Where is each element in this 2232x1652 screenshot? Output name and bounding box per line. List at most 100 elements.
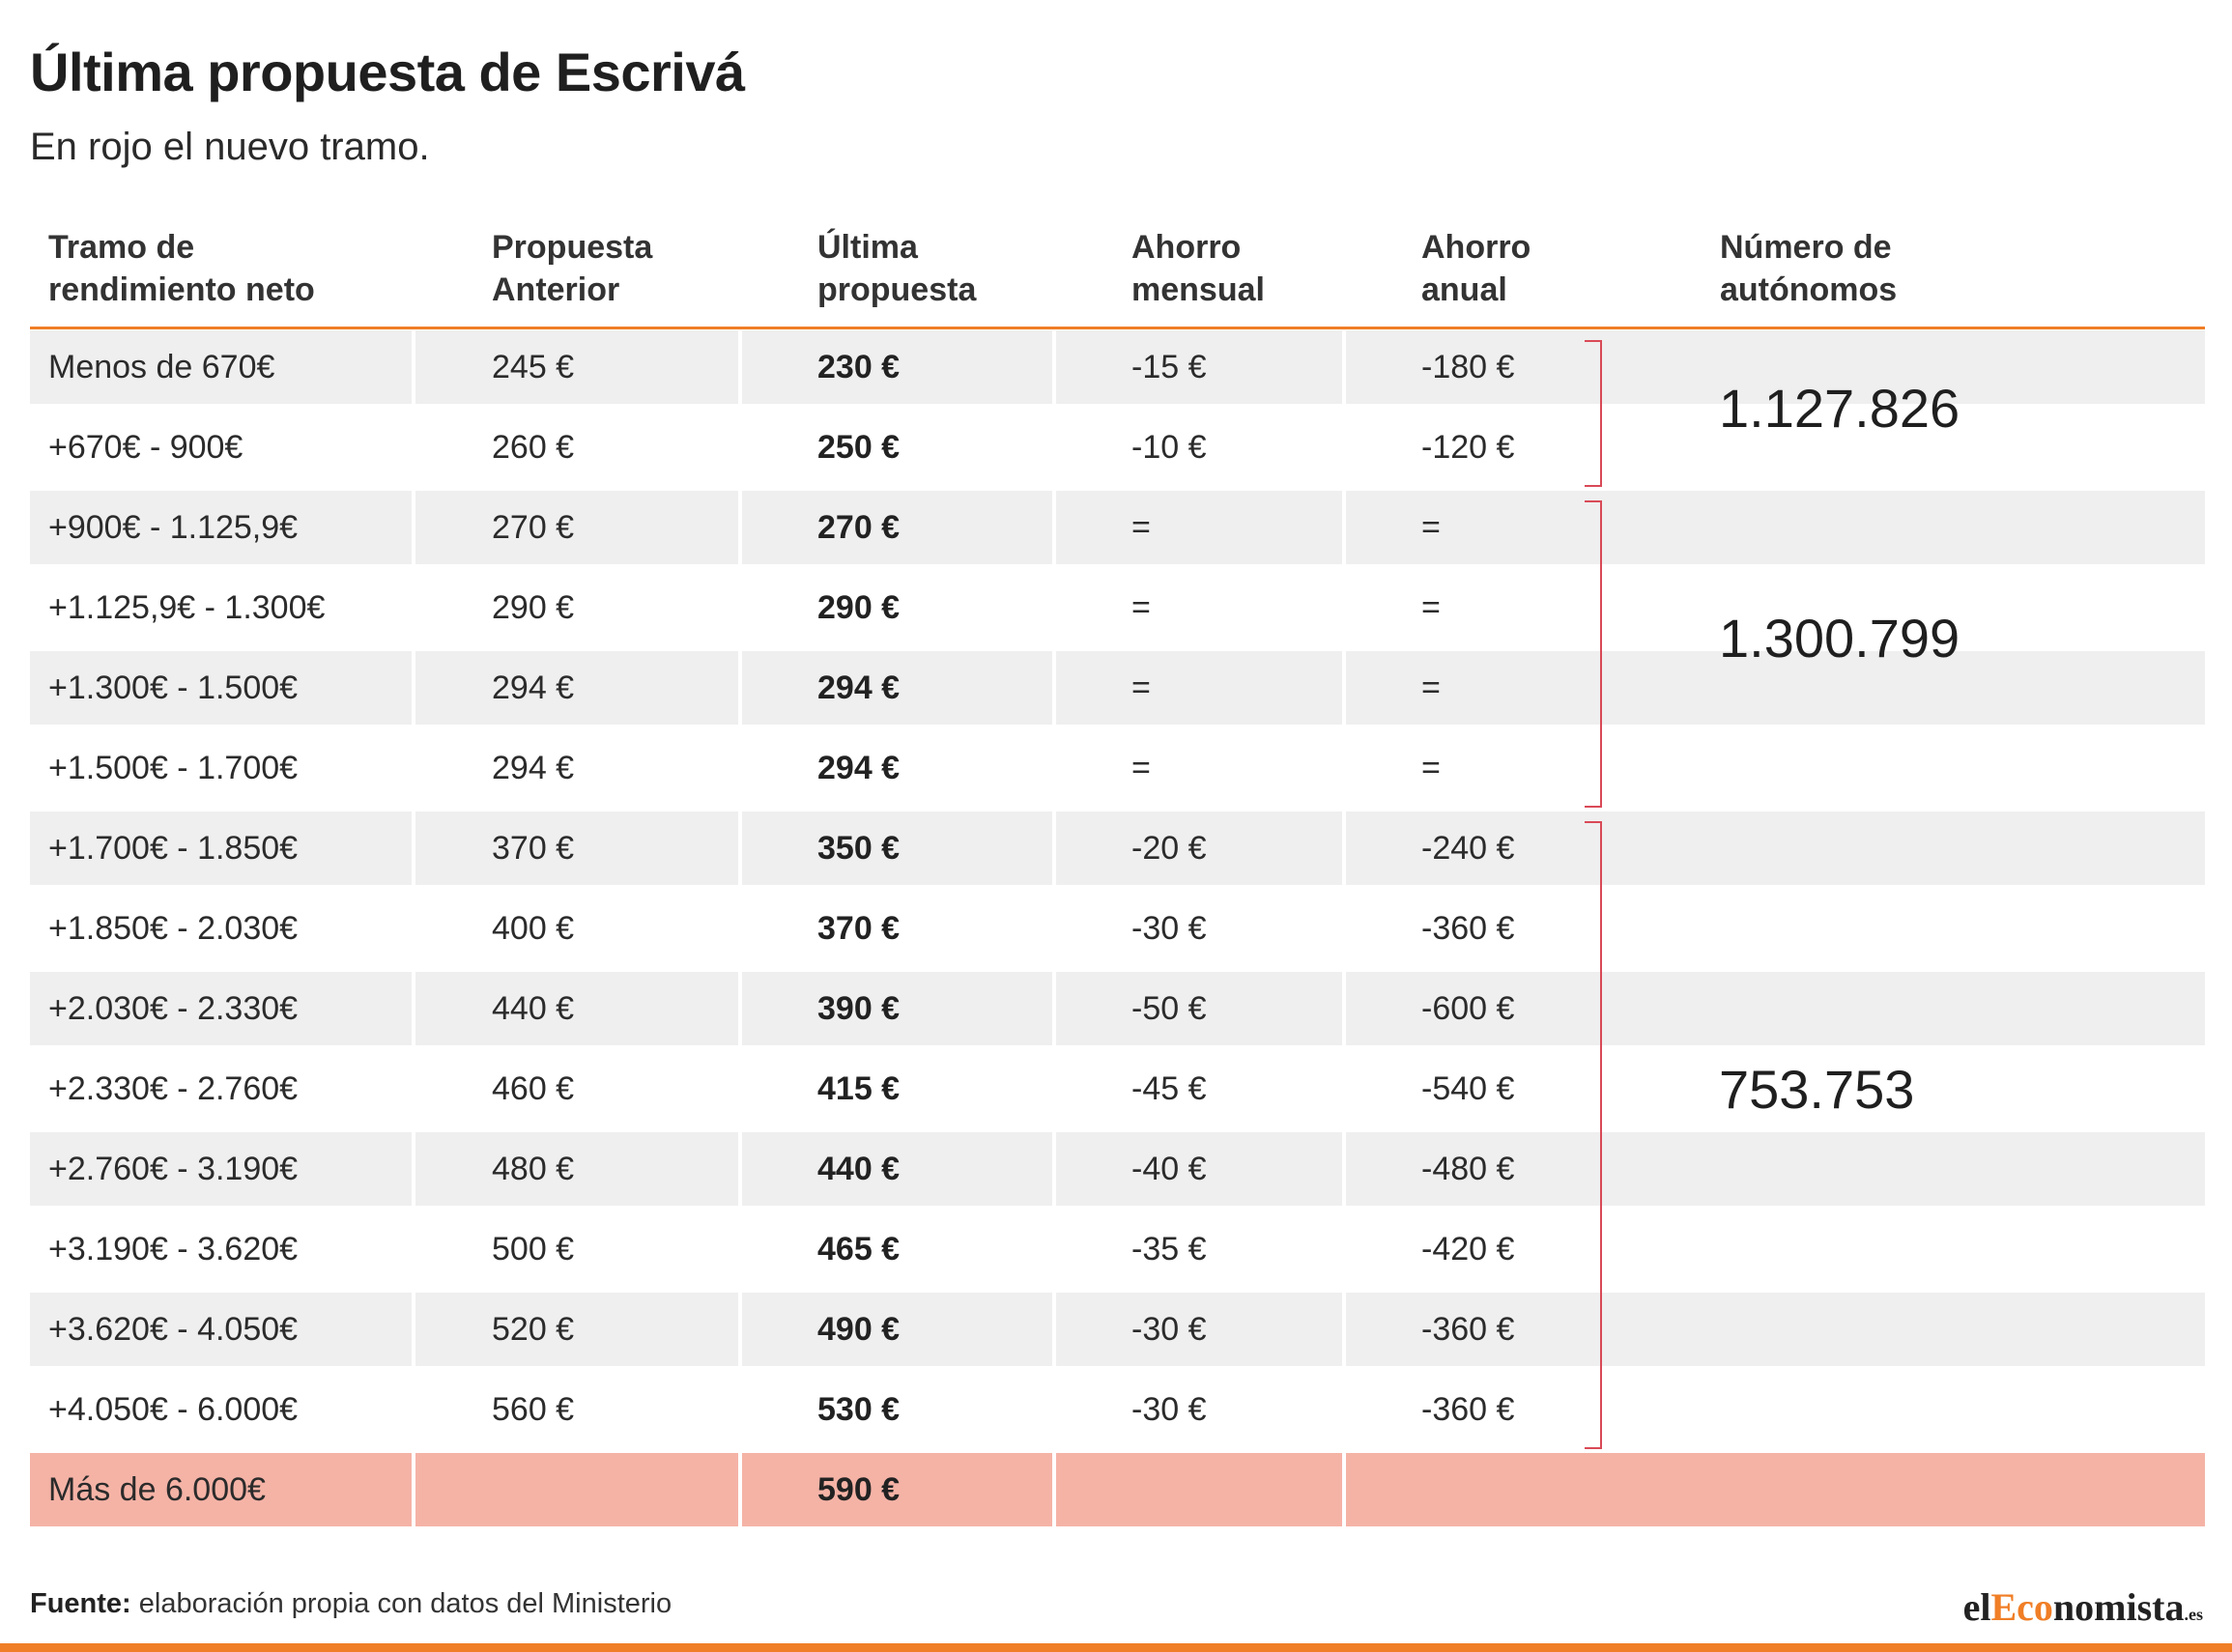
cell-propuesta-anterior: 245 € [492,349,575,385]
table-row: +1.700€ - 1.850€ 370 € 350 € -20 € -240 € [30,812,2205,885]
column-separator [1052,1293,1056,1366]
cell-ultima-propuesta: 350 € [817,830,901,867]
cell-tramo: +1.500€ - 1.700€ [48,750,299,786]
column-separator [1052,1132,1056,1206]
cell-ahorro-anual: = [1421,509,1441,546]
column-separator [1052,1453,1056,1526]
column-separator [1342,651,1346,725]
table-row: +2.330€ - 2.760€ 460 € 415 € -45 € -540 € [30,1052,2205,1125]
column-separator [1342,1453,1346,1526]
column-separator [738,1453,742,1526]
column-separator [412,1132,415,1206]
cell-ahorro-anual: = [1421,669,1441,706]
cell-ahorro-anual: -240 € [1421,830,1515,867]
cell-ahorro-anual: -360 € [1421,1311,1515,1348]
logo-part-nomista: nomista [2052,1585,2185,1629]
cell-tramo: +4.050€ - 6.000€ [48,1391,299,1428]
header-ahorro-anual: Ahorro anual [1421,229,1531,308]
cell-ahorro-mensual: -50 € [1131,990,1207,1027]
cell-ahorro-mensual: -30 € [1131,910,1207,947]
column-separator [412,491,415,564]
cell-tramo: +2.030€ - 2.330€ [48,990,299,1027]
cell-ahorro-mensual: = [1131,669,1151,706]
table-row: +1.300€ - 1.500€ 294 € 294 € = = [30,651,2205,725]
column-separator [1342,491,1346,564]
cell-propuesta-anterior: 560 € [492,1391,575,1428]
cell-ultima-propuesta: 370 € [817,910,901,947]
group-autonomos-count: 753.753 [1719,1059,1915,1120]
cell-ultima-propuesta: 465 € [817,1231,901,1267]
column-separator [412,1453,415,1526]
column-separator [1052,812,1056,885]
cell-tramo: +2.330€ - 2.760€ [48,1070,299,1107]
cell-ahorro-mensual: = [1131,509,1151,546]
group-bracket [1585,821,1602,1449]
cell-ultima-propuesta: 415 € [817,1070,901,1107]
cell-propuesta-anterior: 500 € [492,1231,575,1267]
logo-part-el: el [1962,1585,1991,1629]
header-ahorro-mensual: Ahorro mensual [1131,229,1265,308]
header-propuesta-anterior: Propuesta Anterior [492,229,653,308]
column-separator [412,330,415,404]
table-row: +1.500€ - 1.700€ 294 € 294 € = = [30,731,2205,805]
column-separator [1342,972,1346,1045]
column-separator [1342,1132,1346,1206]
cell-ultima-propuesta: 294 € [817,750,901,786]
column-separator [1052,330,1056,404]
column-separator [1052,972,1056,1045]
group-bracket [1585,340,1602,487]
cell-ahorro-anual: -120 € [1421,429,1515,466]
cell-propuesta-anterior: 460 € [492,1070,575,1107]
cell-tramo: +1.700€ - 1.850€ [48,830,299,867]
table-row: +3.190€ - 3.620€ 500 € 465 € -35 € -420 € [30,1212,2205,1286]
cell-ultima-propuesta: 590 € [817,1471,901,1508]
header-ultima-propuesta: Última propuesta [817,229,977,308]
table-row: +1.125,9€ - 1.300€ 290 € 290 € = = [30,571,2205,644]
column-separator [412,1293,415,1366]
column-separator [738,812,742,885]
cell-tramo: Menos de 670€ [48,349,275,385]
source-label: Fuente: [30,1588,131,1619]
cell-ahorro-mensual: -20 € [1131,830,1207,867]
column-separator [738,651,742,725]
column-separator [738,491,742,564]
column-separator [412,812,415,885]
column-separator [738,1293,742,1366]
column-separator [738,330,742,404]
cell-tramo: +1.850€ - 2.030€ [48,910,299,947]
cell-ultima-propuesta: 270 € [817,509,901,546]
group-autonomos-count: 1.300.799 [1719,608,1960,669]
cell-ahorro-mensual: -30 € [1131,1311,1207,1348]
cell-ultima-propuesta: 530 € [817,1391,901,1428]
chart-subtitle: En rojo el nuevo tramo. [30,126,430,168]
table-row: +900€ - 1.125,9€ 270 € 270 € = = [30,491,2205,564]
cell-ahorro-anual: -180 € [1421,349,1515,385]
cell-ahorro-mensual: -35 € [1131,1231,1207,1267]
publisher-logo: elEconomista.es [1963,1584,2203,1630]
bottom-accent-bar [0,1643,2232,1652]
cell-ahorro-anual: -420 € [1421,1231,1515,1267]
cell-propuesta-anterior: 440 € [492,990,575,1027]
cell-tramo: +900€ - 1.125,9€ [48,509,299,546]
cell-ultima-propuesta: 490 € [817,1311,901,1348]
header-divider [30,327,2205,329]
cell-ultima-propuesta: 390 € [817,990,901,1027]
header-numero-autonomos: Número de autónomos [1720,229,1898,308]
cell-ahorro-anual: -480 € [1421,1151,1515,1187]
column-separator [1342,330,1346,404]
table-row: +2.760€ - 3.190€ 480 € 440 € -40 € -480 € [30,1132,2205,1206]
cell-ultima-propuesta: 230 € [817,349,901,385]
cell-ahorro-mensual: = [1131,750,1151,786]
group-autonomos-count: 1.127.826 [1719,378,1960,439]
cell-tramo: Más de 6.000€ [48,1471,266,1508]
cell-ahorro-mensual: = [1131,589,1151,626]
cell-propuesta-anterior: 294 € [492,669,575,706]
column-separator [412,972,415,1045]
logo-part-eco: Eco [1990,1585,2053,1629]
table-row: +4.050€ - 6.000€ 560 € 530 € -30 € -360 € [30,1373,2205,1446]
cell-propuesta-anterior: 290 € [492,589,575,626]
cell-ahorro-mensual: -30 € [1131,1391,1207,1428]
cell-ahorro-anual: = [1421,589,1441,626]
table-row: +2.030€ - 2.330€ 440 € 390 € -50 € -600 € [30,972,2205,1045]
header-tramo: Tramo de rendimiento neto [48,229,315,308]
